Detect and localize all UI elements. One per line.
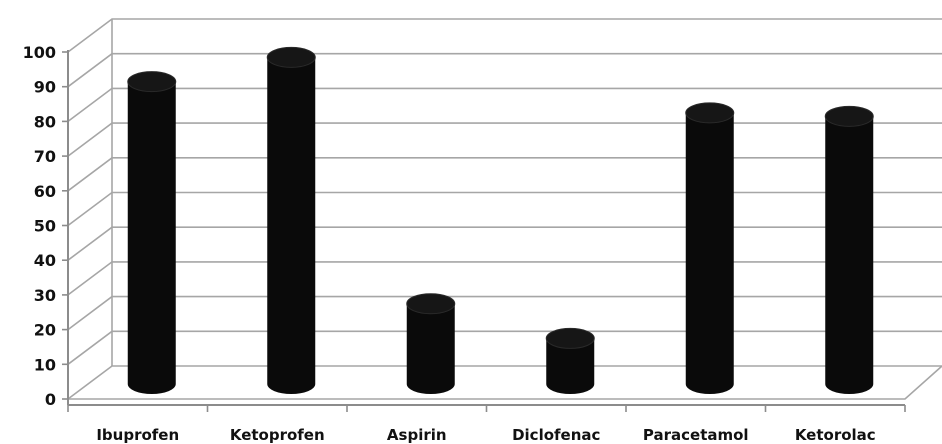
y-tick-label: 60 (34, 182, 56, 201)
x-tick-label: Diclofenac (512, 426, 600, 444)
x-tick-labels: Ibuprofen Ketoprofen Aspirin Diclofenac Para… (96, 426, 875, 444)
gridline (67, 52, 942, 88)
gridline (67, 87, 942, 123)
bar (266, 46, 316, 394)
bar (406, 293, 456, 394)
gridline (67, 261, 942, 296)
gridline (67, 295, 942, 331)
gridline (67, 122, 942, 157)
x-tick-label: Ibuprofen (96, 426, 179, 444)
y-tick-label: 20 (34, 321, 56, 340)
x-tick-label: Paracetamol (643, 426, 749, 444)
gridline (67, 330, 942, 365)
y-tick-label: 70 (34, 147, 56, 166)
bar-body (406, 303, 455, 394)
bar-body (825, 116, 874, 394)
x-tick-label: Aspirin (387, 426, 447, 444)
y-tick-label: 40 (34, 251, 56, 270)
bar-body (267, 57, 316, 394)
gridline (67, 18, 942, 53)
bar (685, 102, 735, 395)
gridlines (67, 18, 942, 400)
bar-cap (545, 327, 595, 349)
y-tick-label: 0 (45, 390, 56, 409)
bar (545, 327, 595, 394)
bar-body (546, 338, 595, 394)
bar-cap (406, 293, 456, 315)
bar-cap (266, 46, 316, 68)
bars (127, 46, 874, 395)
x-tick-label: Ketoprofen (230, 426, 325, 444)
axes (62, 19, 942, 412)
y-tick-label: 50 (34, 217, 56, 236)
y-tick-label: 90 (34, 78, 56, 97)
bar-cap (824, 105, 874, 127)
y-tick-label: 10 (34, 355, 56, 374)
bar-body (127, 81, 176, 394)
gridline (67, 365, 942, 400)
bar-cap (685, 102, 735, 124)
y-tick-label: 30 (34, 286, 56, 305)
y-tick-label: 100 (23, 43, 56, 62)
bar (824, 105, 874, 394)
bar-cap (127, 71, 177, 93)
gridline (67, 157, 942, 192)
x-tick-label: Ketorolac (795, 426, 876, 444)
floor (68, 365, 942, 400)
bar-body (685, 112, 734, 395)
y-tick-label: 80 (34, 112, 56, 131)
gridline (67, 191, 942, 227)
y-tick-labels: 0 10 20 30 40 50 60 70 80 90 100 (23, 43, 56, 409)
gridline (67, 226, 942, 261)
bar (127, 71, 177, 394)
